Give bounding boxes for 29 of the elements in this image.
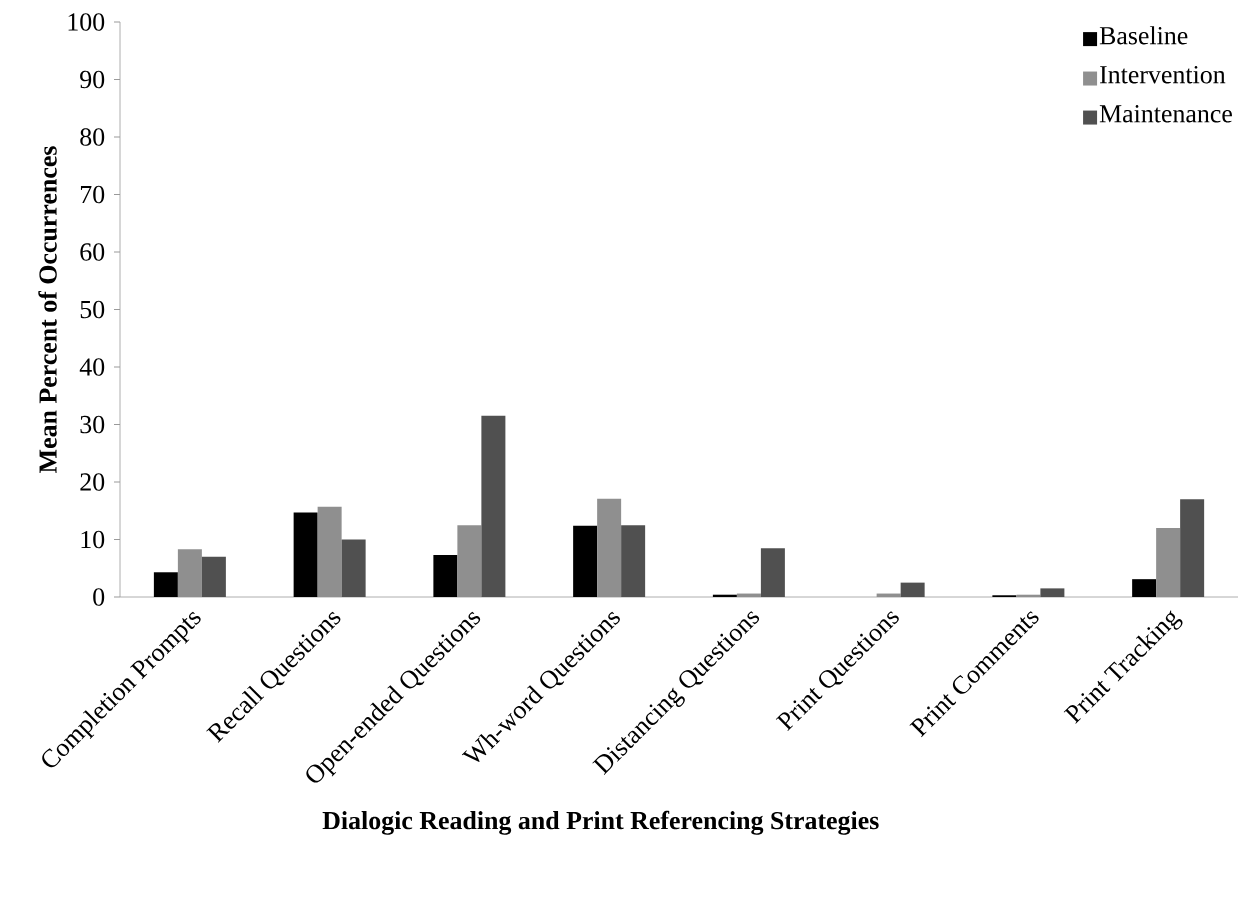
bar <box>1180 499 1205 597</box>
y-axis-title: Mean Percent of Occurrences <box>38 146 57 473</box>
bar <box>293 512 318 597</box>
bar <box>341 539 366 597</box>
bar <box>153 572 178 597</box>
y-tick-label: 10 <box>81 530 105 549</box>
x-axis-title: Dialogic Reading and Print Referencing Strategies <box>322 810 879 835</box>
y-tick-label: 80 <box>80 128 105 146</box>
legend-label: Baseline <box>1099 26 1188 45</box>
y-tick-label: 90 <box>80 70 105 89</box>
y-tick-label: 50 <box>80 300 105 319</box>
y-tick-label: 60 <box>80 243 105 261</box>
bar <box>201 556 226 597</box>
y-tick-label: 30 <box>80 415 105 434</box>
bar <box>900 582 925 597</box>
legend-label: Maintenance <box>1099 105 1232 123</box>
bar <box>1132 579 1157 597</box>
bar <box>433 555 458 597</box>
bar <box>1040 588 1065 597</box>
bar <box>621 525 646 597</box>
bar <box>760 548 785 597</box>
y-tick-label: 40 <box>79 358 105 376</box>
y-tick-label: 20 <box>80 473 105 491</box>
y-tick-label: 100 <box>68 13 105 31</box>
legend-label: Intervention <box>1100 66 1226 84</box>
bar <box>481 415 506 597</box>
bar <box>573 525 598 597</box>
y-tick-label: 0 <box>93 588 105 606</box>
y-tick-label: 70 <box>80 185 105 204</box>
